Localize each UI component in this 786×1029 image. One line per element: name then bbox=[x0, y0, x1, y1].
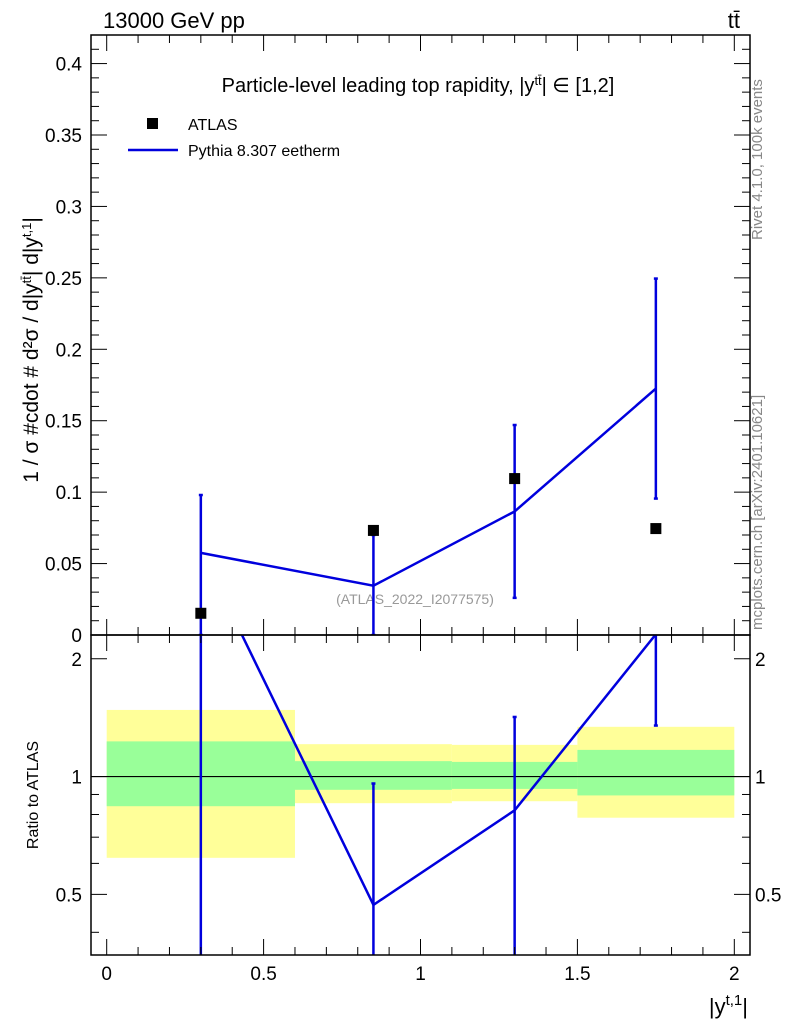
atlas-data-point bbox=[367, 524, 379, 536]
atlas-data-point bbox=[509, 473, 521, 485]
energy-label: 13000 GeV pp bbox=[103, 8, 245, 33]
main-panel: Particle-level leading top rapidity, |yt… bbox=[19, 34, 751, 647]
atlas-data-point bbox=[650, 523, 662, 535]
x-tick-label: 1 bbox=[415, 964, 426, 985]
ratio-y-axis-label: Ratio to ATLAS bbox=[25, 741, 42, 849]
ratio-y-tick-label-right: 1 bbox=[755, 768, 766, 789]
legend-atlas-label: ATLAS bbox=[188, 117, 238, 134]
ratio-line bbox=[240, 635, 657, 907]
ratio-y-tick-label: 1 bbox=[71, 768, 82, 789]
mcplots-label: mcplots.cern.ch [arXiv:2401.10621] bbox=[749, 395, 766, 630]
x-tick-label: 1.5 bbox=[564, 964, 590, 985]
y-tick-label: 0.15 bbox=[45, 412, 82, 433]
legend: ATLAS Pythia 8.307 eetherm bbox=[128, 117, 340, 160]
ratio-axes: 0 0.5 1 1.5 2 0.5 0.5 1 1 2 2 bbox=[56, 635, 781, 985]
ratio-plot-area bbox=[91, 635, 750, 955]
y-tick-label: 0.3 bbox=[56, 197, 82, 218]
y-tick-label: 0.4 bbox=[56, 55, 83, 76]
atlas-data-point bbox=[195, 607, 207, 619]
x-axis-label: |yt,1| bbox=[709, 992, 748, 1019]
legend-pythia-label: Pythia 8.307 eetherm bbox=[188, 143, 340, 160]
ratio-y-tick-label-right: 2 bbox=[755, 650, 766, 671]
uncertainty-band-inner bbox=[577, 749, 735, 796]
rivet-label: Rivet 4.1.0, 100k events bbox=[749, 79, 766, 240]
ratio-y-tick-label: 2 bbox=[71, 650, 82, 671]
main-plot-area bbox=[195, 277, 662, 635]
legend-atlas-marker bbox=[147, 118, 158, 129]
ratio-y-tick-label: 0.5 bbox=[56, 885, 82, 906]
chart-title: Particle-level leading top rapidity, |yt… bbox=[222, 73, 615, 97]
y-tick-label: 0.25 bbox=[45, 269, 82, 290]
y-tick-label: 0.35 bbox=[45, 126, 82, 147]
ratio-panel: 0 0.5 1 1.5 2 0.5 0.5 1 1 2 2 Ratio to ATLAS |yt,1… bbox=[25, 634, 781, 1019]
y-tick-label: 0.05 bbox=[45, 555, 82, 576]
y-tick-label: 0 bbox=[71, 626, 82, 647]
ratio-frame bbox=[90, 634, 751, 956]
y-tick-label: 0.2 bbox=[56, 340, 82, 361]
analysis-watermark: (ATLAS_2022_I2077575) bbox=[336, 591, 494, 607]
ratio-y-tick-label-right: 0.5 bbox=[755, 885, 781, 906]
main-y-axis: 0 0.05 0.1 0.15 0.2 0.25 0.3 0.35 0.4 bbox=[45, 34, 750, 647]
main-y-axis-label: 1 / σ #cdot # d²σ / d|ytt̄| d|yt,1| bbox=[19, 217, 43, 483]
process-label: tt̄ bbox=[728, 8, 740, 33]
y-tick-label: 0.1 bbox=[56, 483, 82, 504]
pythia-line bbox=[200, 387, 657, 588]
x-tick-label: 0 bbox=[101, 964, 112, 985]
x-tick-label: 0.5 bbox=[250, 964, 276, 985]
x-tick-label: 2 bbox=[729, 964, 740, 985]
